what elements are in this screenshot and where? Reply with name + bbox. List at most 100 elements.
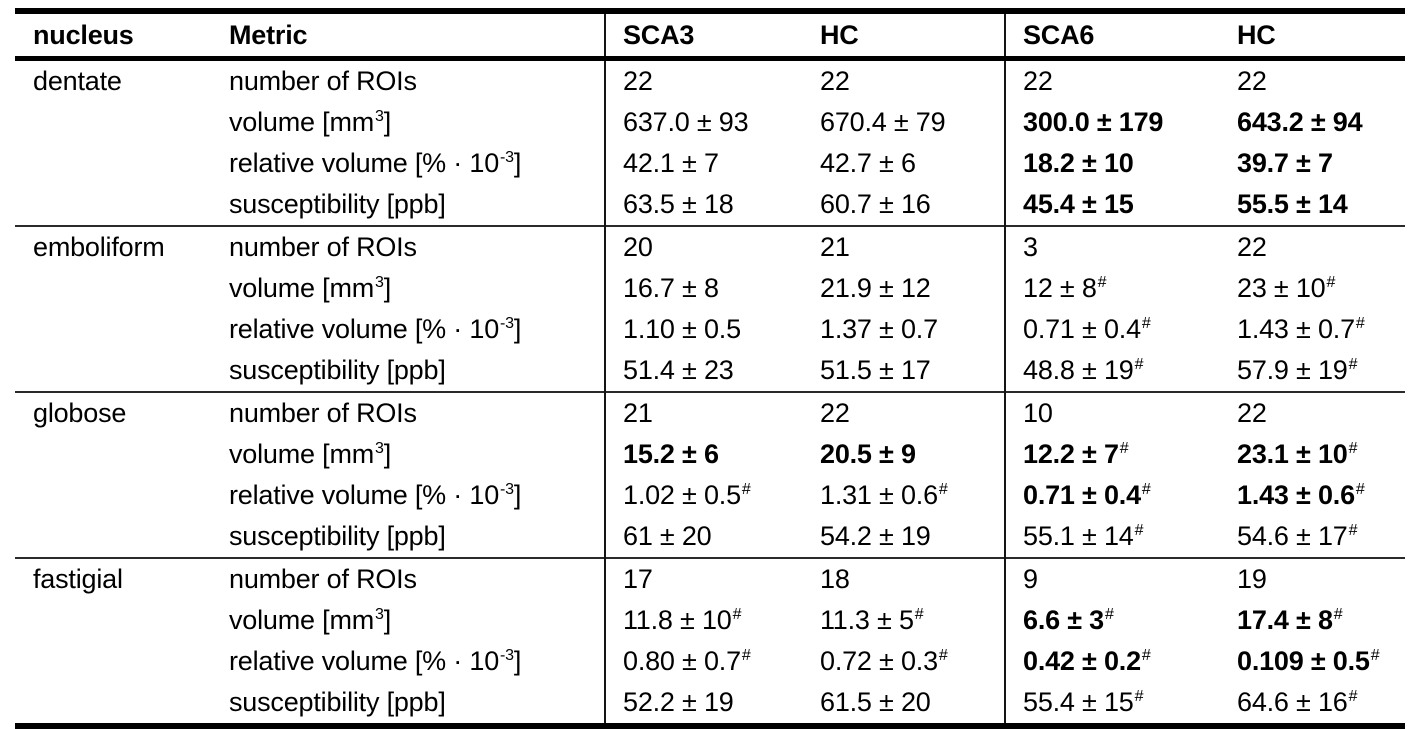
value-cell: 22 — [604, 58, 803, 102]
metric-cell: relative volume [% · 10-3] — [229, 480, 522, 510]
table-row: volume [mm3] 637.0 ± 93 670.4 ± 79 300.0 ± … — [15, 102, 1405, 143]
value-cell: 22 — [1237, 66, 1267, 96]
value-cell: 0.42 ± 0.2# — [1004, 641, 1220, 682]
value-cell: 10 — [1004, 391, 1220, 434]
nucleus-cell — [15, 516, 212, 558]
value-cell: 22 — [803, 391, 1005, 434]
value-cell: 17.4 ± 8# — [1237, 605, 1343, 635]
value-cell: 20.5 ± 9 — [820, 439, 916, 469]
value-cell: 60.7 ± 16 — [820, 189, 931, 219]
metric-cell: relative volume [% · 10-3] — [229, 314, 522, 344]
nucleus-cell — [15, 268, 212, 309]
value-cell: 61.5 ± 20 — [820, 687, 931, 717]
value-cell: 21 — [604, 391, 803, 434]
value-cell: 6.6 ± 3# — [1004, 600, 1220, 641]
value-cell: 300.0 ± 179 — [1004, 102, 1220, 143]
value-cell: 23.1 ± 10# — [1237, 439, 1358, 469]
value-cell: 18 — [803, 557, 1005, 600]
value-cell: 20 — [604, 225, 803, 268]
header-sca3: SCA3 — [604, 11, 803, 61]
value-cell: 1.10 ± 0.5 — [604, 309, 803, 350]
value-cell: 12.2 ± 7# — [1004, 434, 1220, 475]
results-table: nucleus Metric SCA3 HC SCA6 HC dentate number … — [15, 8, 1405, 729]
header-sca6: SCA6 — [1004, 11, 1220, 61]
value-cell: 51.4 ± 23 — [604, 350, 803, 392]
value-cell: 670.4 ± 79 — [820, 107, 946, 137]
table-head: nucleus Metric SCA3 HC SCA6 HC — [15, 11, 1405, 61]
table-row: globose number of ROIs 21 22 10 22 — [15, 391, 1405, 434]
nucleus-cell: globose — [15, 391, 212, 434]
value-cell: 21.9 ± 12 — [820, 273, 931, 303]
table-row: volume [mm3] 11.8 ± 10# 11.3 ± 5# 6.6 ± 3# 1… — [15, 600, 1405, 641]
nucleus-cell — [15, 600, 212, 641]
value-cell: 42.7 ± 6 — [820, 148, 916, 178]
metric-cell: volume [mm3] — [229, 439, 392, 469]
value-cell: 42.1 ± 7 — [604, 143, 803, 184]
value-cell: 48.8 ± 19# — [1004, 350, 1220, 392]
value-cell: 1.02 ± 0.5# — [604, 475, 803, 516]
value-cell: 0.72 ± 0.3# — [820, 646, 948, 676]
value-cell: 0.71 ± 0.4# — [1004, 475, 1220, 516]
nucleus-cell — [15, 434, 212, 475]
table-row: fastigial number of ROIs 17 18 9 19 — [15, 557, 1405, 600]
value-cell: 57.9 ± 19# — [1237, 355, 1358, 385]
value-cell: 18.2 ± 10 — [1004, 143, 1220, 184]
value-cell: 3 — [1004, 225, 1220, 268]
value-cell: 22 — [820, 66, 850, 96]
metric-cell: number of ROIs — [229, 66, 417, 96]
value-cell: 22 — [1004, 58, 1220, 102]
value-cell: 11.3 ± 5# — [820, 605, 924, 635]
nucleus-cell: dentate — [33, 66, 122, 96]
value-cell: 54.6 ± 17# — [1237, 521, 1358, 551]
value-cell: 52.2 ± 19 — [604, 682, 803, 727]
value-cell: 637.0 ± 93 — [604, 102, 803, 143]
value-cell: 9 — [1004, 557, 1220, 600]
metric-cell: relative volume [% · 10-3] — [229, 148, 522, 178]
nucleus-cell: emboliform — [15, 225, 212, 268]
value-cell: 55.4 ± 15# — [1004, 682, 1220, 727]
table-row: relative volume [% · 10-3] 1.02 ± 0.5# 1.3… — [15, 475, 1405, 516]
nucleus-cell — [15, 682, 212, 727]
metric-cell: number of ROIs — [212, 391, 605, 434]
nucleus-cell — [15, 143, 212, 184]
value-cell: 12 ± 8# — [1004, 268, 1220, 309]
header-nucleus: nucleus — [15, 11, 212, 61]
nucleus-cell — [15, 641, 212, 682]
metric-cell: susceptibility [ppb] — [229, 687, 446, 717]
value-cell: 23 ± 10# — [1237, 273, 1336, 303]
nucleus-cell — [15, 102, 212, 143]
nucleus-cell — [15, 350, 212, 392]
value-cell: 17 — [604, 557, 803, 600]
value-cell: 54.2 ± 19 — [820, 521, 931, 551]
value-cell: 64.6 ± 16# — [1237, 687, 1358, 717]
value-cell: 1.37 ± 0.7 — [820, 314, 938, 344]
table-row: susceptibility [ppb] 61 ± 20 54.2 ± 19 55.1… — [15, 516, 1405, 558]
metric-cell: susceptibility [ppb] — [229, 355, 446, 385]
header-hc2: HC — [1220, 11, 1405, 61]
metric-cell: number of ROIs — [212, 225, 605, 268]
value-cell: 1.43 ± 0.6# — [1237, 480, 1365, 510]
nucleus-cell: fastigial — [15, 557, 212, 600]
table-row: relative volume [% · 10-3] 42.1 ± 7 42.7 ±… — [15, 143, 1405, 184]
value-cell: 55.1 ± 14# — [1004, 516, 1220, 558]
value-cell: 63.5 ± 18 — [604, 184, 803, 226]
value-cell: 21 — [803, 225, 1005, 268]
value-cell: 0.80 ± 0.7# — [604, 641, 803, 682]
value-cell: 15.2 ± 6 — [604, 434, 803, 475]
table-row: relative volume [% · 10-3] 1.10 ± 0.5 1.37… — [15, 309, 1405, 350]
table-row: volume [mm3] 16.7 ± 8 21.9 ± 12 12 ± 8# 23 ±… — [15, 268, 1405, 309]
nucleus-cell — [15, 475, 212, 516]
metric-cell: relative volume [% · 10-3] — [229, 646, 522, 676]
table-row: volume [mm3] 15.2 ± 6 20.5 ± 9 12.2 ± 7# 23.… — [15, 434, 1405, 475]
table-row: emboliform number of ROIs 20 21 3 22 — [15, 225, 1405, 268]
value-cell: 0.109 ± 0.5# — [1237, 646, 1380, 676]
header-hc1: HC — [803, 11, 1005, 61]
value-cell: 1.31 ± 0.6# — [820, 480, 948, 510]
metric-cell: volume [mm3] — [229, 273, 392, 303]
value-cell: 39.7 ± 7 — [1237, 148, 1333, 178]
value-cell: 643.2 ± 94 — [1237, 107, 1363, 137]
value-cell: 45.4 ± 15 — [1004, 184, 1220, 226]
table-row: dentate number of ROIs 22 22 22 22 — [15, 58, 1405, 102]
nucleus-cell — [15, 309, 212, 350]
